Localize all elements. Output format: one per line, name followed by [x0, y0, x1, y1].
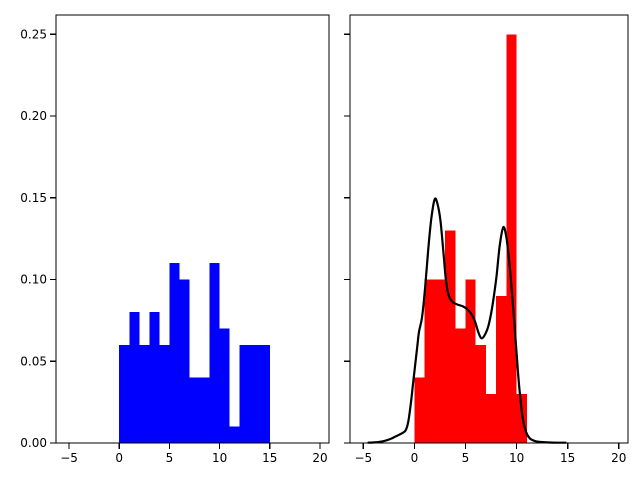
y-tick-label: 0.25: [20, 27, 47, 41]
histogram-bar: [209, 263, 220, 443]
histogram-bar: [199, 377, 210, 443]
histogram-bar: [259, 344, 270, 443]
x-tick-label: −5: [354, 451, 372, 465]
histogram-bar: [445, 230, 456, 443]
kde-density-curve: [367, 197, 567, 444]
histogram-bar: [455, 328, 466, 443]
y-tick-label: 0.10: [20, 273, 47, 287]
histogram-bar: [139, 344, 150, 443]
histogram-bar: [506, 34, 517, 443]
x-tick-label: −5: [60, 451, 78, 465]
histogram-bar: [189, 377, 200, 443]
x-tick-label: 15: [262, 451, 277, 465]
histogram-bar: [496, 295, 507, 443]
histogram-bar: [249, 344, 260, 443]
histogram-bar: [485, 393, 497, 443]
x-tick-label: 20: [312, 451, 327, 465]
histogram-bar: [229, 426, 240, 443]
histogram-bar: [149, 312, 160, 443]
histogram-bar: [239, 344, 250, 443]
histogram-bar: [414, 377, 425, 443]
histogram-bar: [475, 344, 486, 443]
x-tick-label: 10: [212, 451, 227, 465]
y-tick-label: 0.20: [20, 109, 47, 123]
x-tick-label: 5: [166, 451, 174, 465]
y-tick-label: 0.05: [20, 354, 47, 368]
axes-frame: [55, 14, 330, 444]
x-tick-label: 20: [611, 451, 626, 465]
x-tick-label: 5: [462, 451, 470, 465]
histogram-bar: [179, 279, 190, 443]
histogram-bar: [129, 312, 140, 443]
histogram-bar: [169, 263, 180, 443]
y-tick-label: 0.00: [20, 436, 47, 450]
axes-frame: [349, 14, 629, 444]
histogram-bar: [434, 279, 446, 443]
histogram-bar: [465, 279, 476, 443]
y-tick-label: 0.15: [20, 191, 47, 205]
x-tick-label: 0: [115, 451, 123, 465]
histogram-bar: [119, 344, 130, 443]
histogram-bar: [159, 344, 170, 443]
histogram-bar: [219, 328, 230, 443]
histogram-bar: [424, 279, 435, 443]
x-tick-label: 15: [560, 451, 575, 465]
x-tick-label: 10: [509, 451, 524, 465]
x-tick-label: 0: [411, 451, 419, 465]
